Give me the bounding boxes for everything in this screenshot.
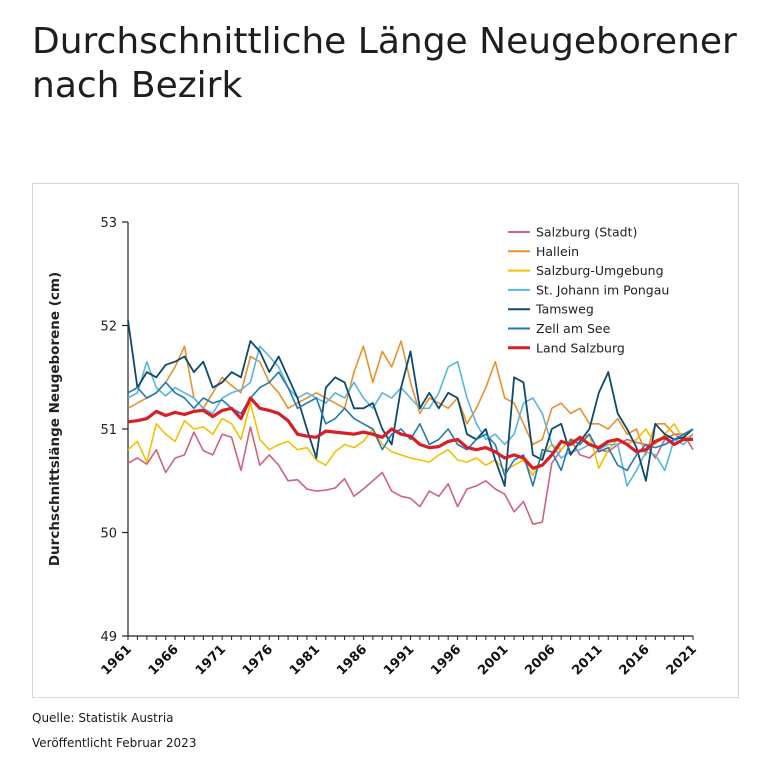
x-tick-label: 2006 [522,642,558,678]
x-tick-label: 2011 [569,642,605,678]
series-line-land-salzburg [127,396,693,470]
source-note: Quelle: Statistik Austria [32,711,174,725]
legend-label: St. Johann im Pongau [536,282,669,297]
series-line-hallein [127,340,694,456]
x-tick-label: 1996 [428,642,464,678]
x-tick-label: 1981 [287,642,323,678]
legend-label: Tamsweg [535,302,594,317]
legend-label: Salzburg-Umgebung [536,263,664,278]
series-line-st-johann-im-pongau [127,345,694,487]
y-axis-label: Durchschnittslänge Neugeborene (cm) [47,272,63,566]
y-tick-label: 52 [100,320,117,335]
page-title: Durchschnittliche Länge Neugeborener nac… [32,21,737,106]
x-tick-label: 1971 [193,642,229,678]
x-tick-label: 2001 [475,642,511,678]
x-tick-label: 1961 [99,642,135,678]
chart-frame: 49 50 51 52 53 1961 1966 1971 1976 1981 1986 1991 19… [32,183,739,698]
line-chart: 49 50 51 52 53 1961 1966 1971 1976 1981 1986 1991 19… [47,216,700,678]
legend-label: Land Salzburg [536,340,625,355]
series-line-tamsweg [127,320,694,487]
legend-label: Salzburg (Stadt) [536,225,637,240]
series-line-zell-am-see [127,371,694,487]
legend-label: Hallein [536,244,579,259]
legend-label: Zell am See [536,321,611,336]
x-tick-label: 1986 [334,642,370,678]
published-note: Veröffentlicht Februar 2023 [32,736,197,750]
y-tick-label: 49 [100,630,117,645]
y-tick-label: 51 [100,423,117,438]
x-tick-label: 1966 [146,642,182,678]
x-tick-label: 1976 [240,642,276,678]
y-tick-label: 53 [100,216,117,231]
y-tick-label: 50 [100,527,117,542]
x-tick-label: 1991 [381,642,417,678]
x-tick-label: 2016 [617,642,653,678]
x-tick-label: 2021 [664,642,700,678]
series-line-salzburg-umgebung [127,402,694,477]
